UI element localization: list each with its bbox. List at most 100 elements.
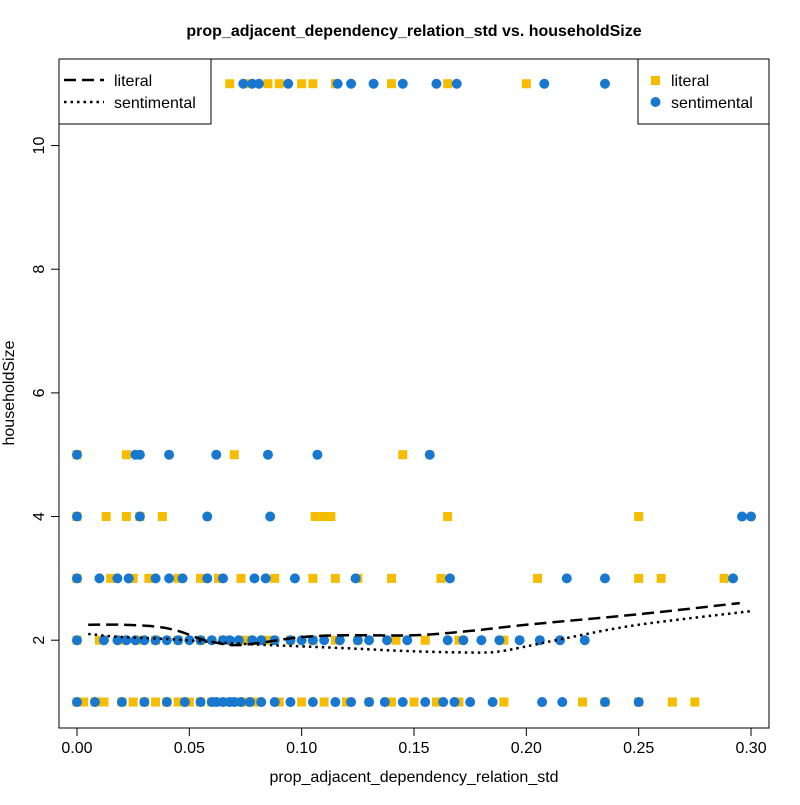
point-sentimental [728, 573, 739, 584]
point-sentimental [98, 635, 109, 646]
point-literal [387, 79, 397, 89]
legend-points-box [637, 58, 770, 125]
point-sentimental [487, 697, 498, 708]
point-literal [270, 573, 280, 583]
point-sentimental [599, 573, 610, 584]
point-sentimental [134, 449, 145, 460]
point-sentimental [130, 635, 141, 646]
point-sentimental [150, 635, 161, 646]
point-sentimental [265, 511, 276, 522]
legend-square-marker [651, 76, 660, 85]
point-sentimental [260, 573, 271, 584]
point-sentimental [514, 635, 525, 646]
point-sentimental [449, 697, 460, 708]
point-literal [240, 635, 250, 645]
point-sentimental [431, 78, 442, 89]
point-sentimental [161, 697, 172, 708]
point-sentimental [364, 697, 375, 708]
point-literal [690, 697, 700, 707]
point-sentimental [382, 635, 393, 646]
point-literal [719, 573, 729, 583]
point-literal [319, 697, 329, 707]
point-literal [225, 79, 235, 89]
point-sentimental [71, 449, 82, 460]
point-sentimental [249, 573, 260, 584]
point-sentimental [71, 635, 82, 646]
point-literal [121, 512, 131, 522]
point-sentimental [319, 635, 330, 646]
point-literal [151, 697, 161, 707]
point-sentimental [112, 573, 123, 584]
point-sentimental [173, 635, 184, 646]
point-sentimental [89, 697, 100, 708]
legend-points-label-sentimental: sentimental [671, 95, 753, 112]
point-literal [297, 697, 307, 707]
point-sentimental [177, 573, 188, 584]
point-sentimental [402, 635, 413, 646]
point-literal [106, 573, 116, 583]
point-sentimental [438, 697, 449, 708]
legend-circle-marker [650, 97, 661, 107]
point-sentimental [116, 697, 127, 708]
point-sentimental [539, 78, 550, 89]
point-literal [634, 573, 644, 583]
point-sentimental [599, 697, 610, 708]
point-sentimental [579, 635, 590, 646]
y-tick-label: 10 [31, 137, 48, 155]
x-tick-label: 0.30 [735, 740, 766, 757]
point-literal [196, 573, 206, 583]
point-sentimental [537, 697, 548, 708]
point-literal [533, 573, 543, 583]
point-sentimental [633, 697, 644, 708]
point-sentimental [346, 78, 357, 89]
legend-lines: literal sentimental [58, 58, 212, 125]
point-sentimental [397, 78, 408, 89]
point-sentimental [444, 573, 455, 584]
x-tick-label: 0.25 [623, 740, 654, 757]
point-sentimental [139, 697, 150, 708]
point-sentimental [458, 635, 469, 646]
point-literal [326, 512, 336, 522]
point-sentimental [233, 635, 244, 646]
trend-line-literal [88, 601, 740, 647]
point-sentimental [465, 697, 476, 708]
point-literal [274, 79, 284, 89]
y-axis-label: householdSize [1, 340, 18, 445]
point-sentimental [397, 697, 408, 708]
point-literal [391, 635, 401, 645]
legend-lines-label-sentimental: sentimental [114, 95, 196, 112]
point-sentimental [368, 78, 379, 89]
point-sentimental [334, 635, 345, 646]
point-sentimental [71, 573, 82, 584]
point-literal [263, 79, 273, 89]
point-literal [101, 512, 111, 522]
point-literal [79, 697, 89, 707]
x-axis: 0.00 0.05 0.10 0.15 0.20 0.25 0.30 [61, 727, 767, 757]
point-sentimental [737, 511, 748, 522]
point-sentimental [164, 573, 175, 584]
chart-title: prop_adjacent_dependency_relation_std vs… [186, 23, 641, 40]
point-sentimental [238, 78, 249, 89]
point-literal [263, 635, 273, 645]
point-sentimental [599, 78, 610, 89]
point-literal [443, 512, 453, 522]
point-literal [521, 79, 531, 89]
legend-lines-box [58, 58, 212, 125]
point-literal [99, 697, 109, 707]
point-sentimental [218, 573, 229, 584]
point-sentimental [330, 697, 341, 708]
point-literal [398, 450, 408, 460]
point-literal [578, 697, 588, 707]
point-literal [173, 697, 183, 707]
point-sentimental [211, 449, 222, 460]
point-sentimental [71, 511, 82, 522]
point-sentimental [123, 573, 134, 584]
point-sentimental [346, 697, 357, 708]
x-tick-label: 0.10 [286, 740, 317, 757]
point-sentimental [202, 511, 213, 522]
point-sentimental [150, 573, 161, 584]
trend-line-sentimental [88, 609, 752, 654]
point-sentimental [420, 697, 431, 708]
point-literal [308, 79, 318, 89]
